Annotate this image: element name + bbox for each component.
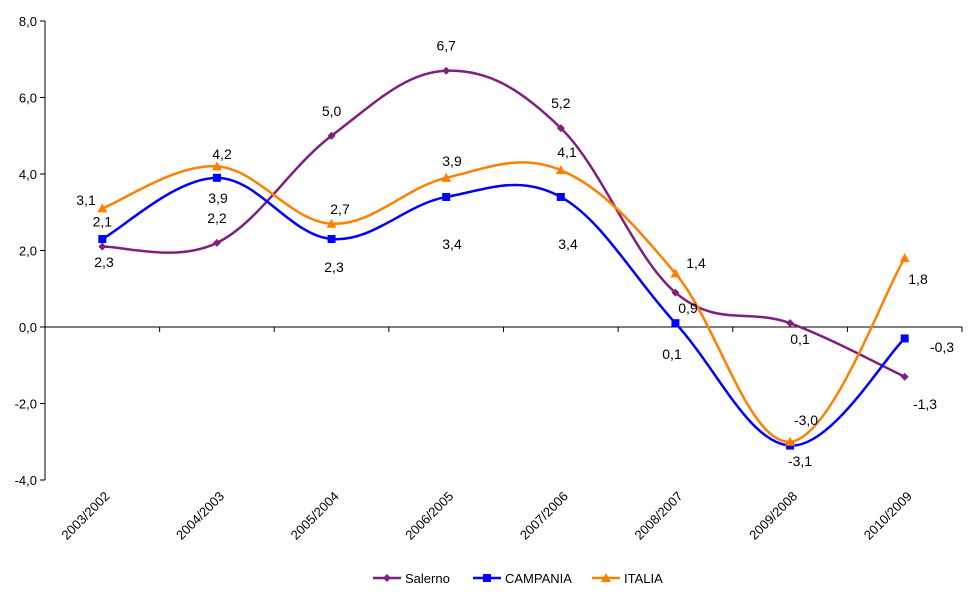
legend-marker-italia xyxy=(601,573,611,582)
data-label-italia: 3,9 xyxy=(442,153,462,169)
point-campania xyxy=(556,192,565,201)
point-campania xyxy=(212,173,221,182)
y-tick-label: 8,0 xyxy=(19,14,37,29)
point-salerno xyxy=(671,288,680,297)
point-salerno xyxy=(442,66,451,75)
data-label-salerno: 5,2 xyxy=(551,95,571,111)
data-label-campania: 2,3 xyxy=(324,259,344,275)
point-salerno xyxy=(212,238,221,247)
point-salerno xyxy=(786,319,795,328)
point-campania xyxy=(327,235,336,244)
legend-label-campania: CAMPANIA xyxy=(505,571,572,586)
point-italia xyxy=(670,268,681,278)
data-label-campania: -3,1 xyxy=(788,453,812,469)
x-tick-label: 2008/2007 xyxy=(631,489,685,543)
data-labels: 2,1 2,2 5,0 6,7 5,2 0,9 0,1 -1,3 2,3 3,9 2,3 3,4 3,4… xyxy=(76,38,954,469)
x-tick-label: 2010/2009 xyxy=(861,489,915,543)
y-tick-label: 6,0 xyxy=(19,91,37,106)
point-italia xyxy=(555,165,566,175)
data-label-italia: -3,0 xyxy=(794,412,818,428)
point-campania xyxy=(442,192,451,201)
point-campania xyxy=(98,235,107,244)
legend-item-salerno: Salerno xyxy=(373,571,450,586)
data-label-italia: 3,1 xyxy=(76,192,96,208)
legend-marker-campania xyxy=(483,574,491,582)
data-label-campania: 2,3 xyxy=(94,254,114,270)
data-label-salerno: 2,2 xyxy=(207,210,227,226)
legend-item-campania: CAMPANIA xyxy=(473,571,572,586)
point-salerno xyxy=(556,124,565,133)
data-label-italia: 4,1 xyxy=(557,144,577,160)
series-line-salerno xyxy=(102,69,906,378)
point-campania xyxy=(671,319,680,328)
data-label-italia: 1,4 xyxy=(686,255,706,271)
x-tick-label: 2007/2006 xyxy=(517,489,571,543)
series-salerno xyxy=(98,66,909,381)
series-layer xyxy=(97,66,910,450)
point-campania xyxy=(900,334,909,343)
point-italia xyxy=(211,161,222,171)
point-italia xyxy=(326,218,337,228)
point-salerno xyxy=(98,242,107,251)
x-tick-label: 2003/2002 xyxy=(58,489,112,543)
data-label-campania: 3,4 xyxy=(558,236,578,252)
point-italia xyxy=(441,172,452,182)
legend-marker-salerno xyxy=(383,574,391,582)
point-italia xyxy=(899,253,910,263)
legend-item-italia: ITALIA xyxy=(592,571,663,586)
data-label-campania: 3,4 xyxy=(442,236,462,252)
data-label-italia: 4,2 xyxy=(212,146,232,162)
x-tick-label: 2005/2004 xyxy=(288,489,342,543)
axes: -4,0 -2,0 0,0 2,0 4,0 6,0 8,0 2003/2002 2004/200… xyxy=(15,14,963,543)
legend-label-italia: ITALIA xyxy=(624,571,663,586)
data-label-salerno: 0,1 xyxy=(790,331,810,347)
y-tick-label: -2,0 xyxy=(15,397,37,412)
y-tick-label: 0,0 xyxy=(19,320,37,335)
data-label-salerno: 5,0 xyxy=(322,103,342,119)
data-label-campania: 3,9 xyxy=(208,190,228,206)
data-label-italia: 1,8 xyxy=(908,271,928,287)
point-italia xyxy=(97,203,108,213)
data-label-salerno: 0,9 xyxy=(678,300,698,316)
y-tick-label: -4,0 xyxy=(15,473,37,488)
data-label-salerno: 2,1 xyxy=(93,214,113,230)
legend-label-salerno: Salerno xyxy=(405,571,450,586)
point-salerno xyxy=(900,372,909,381)
data-label-salerno: -1,3 xyxy=(913,396,937,412)
x-tick-label: 2004/2003 xyxy=(173,489,227,543)
point-salerno xyxy=(327,131,336,140)
data-label-italia: 2,7 xyxy=(330,201,350,217)
legend: Salerno CAMPANIA ITALIA xyxy=(373,571,663,586)
series-italia xyxy=(97,161,910,446)
x-tick-label: 2006/2005 xyxy=(402,489,456,543)
data-label-salerno: 6,7 xyxy=(436,38,456,54)
y-tick-label: 4,0 xyxy=(19,167,37,182)
data-label-campania: 0,1 xyxy=(662,346,682,362)
point-italia xyxy=(785,436,796,446)
x-tick-label: 2009/2008 xyxy=(746,489,800,543)
data-label-campania: -0,3 xyxy=(930,339,954,355)
y-tick-label: 2,0 xyxy=(19,244,37,259)
